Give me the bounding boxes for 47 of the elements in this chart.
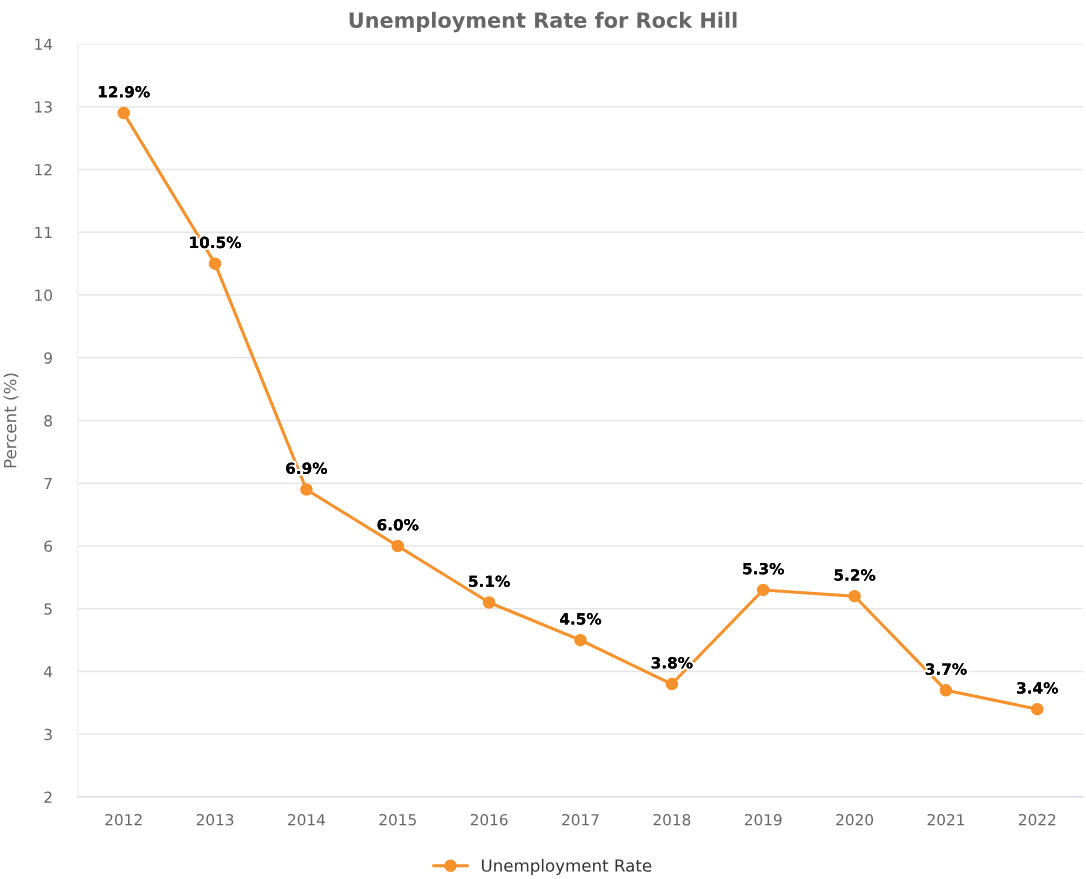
point	[300, 483, 313, 496]
y-tick-label: 7	[44, 477, 52, 490]
point	[1031, 702, 1044, 716]
x-tick-label: 2019	[744, 813, 782, 826]
y-tick-label: 14	[35, 38, 53, 50]
y-tick-label: 2	[44, 791, 52, 803]
data-label: 5.3%	[743, 562, 784, 575]
legend-label: Unemployment Rate	[481, 858, 652, 876]
x-tick-label: 2020	[836, 813, 874, 826]
x-tick-label: 2021	[927, 813, 964, 826]
y-tick-label: 3	[44, 728, 52, 741]
x-tick-label: 2012	[105, 813, 142, 826]
y-tick-label: 4	[44, 666, 53, 678]
data-label: 12.9%	[98, 86, 150, 98]
point	[756, 583, 770, 597]
y-axis-title: Percent (%)	[3, 373, 19, 468]
point	[939, 684, 953, 697]
data-label: 5.2%	[834, 569, 876, 581]
point	[665, 677, 679, 691]
y-tick-label: 6	[44, 540, 53, 553]
x-tick-label: 2022	[1019, 813, 1056, 826]
data-label: 3.7%	[925, 663, 967, 675]
data-label: 3.8%	[651, 657, 693, 669]
data-label: 5.1%	[469, 575, 510, 588]
y-tick-label: 9	[44, 352, 52, 364]
x-tick-label: 2017	[562, 813, 599, 826]
x-tick-label: 2018	[653, 813, 691, 826]
data-label: 6.0%	[377, 518, 419, 531]
y-tick-label: 10	[35, 289, 52, 302]
x-tick-label: 2015	[379, 813, 416, 826]
point	[574, 633, 587, 647]
y-tick-label: 13	[35, 101, 52, 113]
y-tick-label: 8	[44, 414, 52, 427]
y-tick-label: 5	[44, 603, 52, 615]
data-label: 4.5%	[560, 613, 602, 625]
point	[391, 539, 405, 553]
x-tick-label: 2016	[470, 813, 508, 826]
point	[848, 589, 861, 603]
data-label: 3.4%	[1017, 682, 1059, 694]
x-tick-label: 2014	[288, 813, 325, 826]
y-tick-label: 11	[35, 226, 52, 239]
y-tick-label: 12	[35, 163, 52, 176]
chart-title: Unemployment Rate for Rock Hill	[349, 11, 737, 33]
point	[117, 106, 130, 120]
point	[482, 596, 496, 609]
x-tick-label: 2013	[196, 813, 234, 826]
point	[208, 257, 222, 270]
